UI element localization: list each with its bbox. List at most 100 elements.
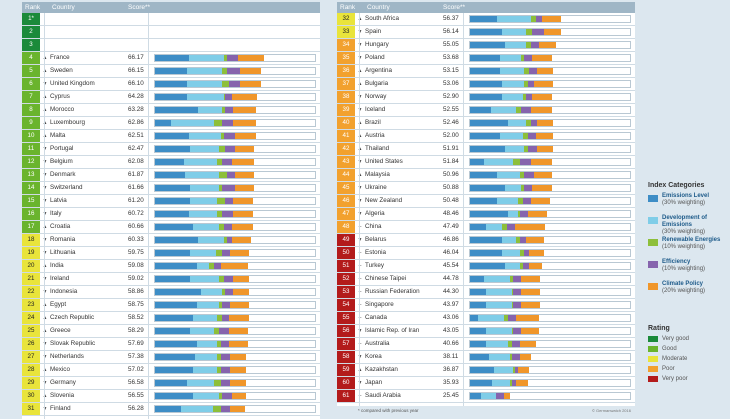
bar-segment-efficiency [225, 94, 232, 100]
bar-segment-emissions-level [155, 159, 184, 165]
rank-cell: 51 [337, 260, 355, 272]
trend-arrow-icon: ▲ [41, 91, 49, 103]
score-value: 56.14 [443, 28, 459, 35]
bar-segment-renewable [522, 94, 526, 100]
copyright: © Germanwatch 2016 [592, 408, 631, 413]
score-value: 46.04 [443, 249, 459, 256]
table-row: 20▲India 59.08 [22, 260, 320, 273]
score-value: 59.75 [128, 249, 144, 256]
country-name: Croatia [50, 223, 71, 230]
rank-cell: 27 [22, 351, 40, 363]
bar-segment-development [190, 185, 219, 191]
bar-segment-renewable [222, 107, 226, 113]
bar-segment-climate-policy [543, 29, 562, 35]
rating-items: Very good Good Moderate Poor Very poor [648, 335, 728, 385]
bar-segment-efficiency [228, 81, 240, 87]
rank-cell: 38 [337, 91, 355, 103]
bar-segment-efficiency [508, 315, 517, 321]
score-value: 46.86 [443, 236, 459, 243]
bar-segment-climate-policy [235, 133, 256, 139]
rank-cell: 41 [337, 130, 355, 142]
rank-cell: 46 [337, 195, 355, 207]
score-bar [154, 392, 316, 400]
bar-segment-renewable [522, 133, 528, 139]
score-value: 45.54 [443, 262, 459, 269]
bar-segment-emissions-level [155, 237, 199, 243]
table-row: 53– Russian Federation 44.30 [337, 286, 635, 299]
bar-segment-efficiency [225, 198, 234, 204]
rating-swatch [648, 376, 658, 382]
bar-segment-emissions-level [470, 55, 501, 61]
bar-segment-development [490, 107, 517, 113]
score-bar [154, 288, 316, 296]
bar-segment-emissions-level [155, 393, 194, 399]
bar-segment-efficiency [222, 211, 234, 217]
bar-segment-efficiency [511, 380, 517, 386]
bar-segment-emissions-level [470, 289, 486, 295]
rank-cell: 34 [337, 39, 355, 51]
bar-segment-efficiency [519, 237, 526, 243]
bar-segment-emissions-level [470, 224, 486, 230]
score-bar [469, 106, 631, 114]
table-row: 5▲Sweden 66.15 [22, 65, 320, 78]
country-name: Bulgaria [365, 80, 389, 87]
trend-arrow-icon: – [358, 263, 362, 269]
bar-segment-climate-policy [228, 341, 248, 347]
country-name: Argentina [365, 67, 392, 74]
trend-arrow-icon: ▲ [356, 169, 364, 181]
rating-label: Poor [662, 366, 675, 372]
bar-segment-renewable [519, 250, 525, 256]
bar-segment-renewable [223, 237, 227, 243]
bar-segment-development [190, 276, 219, 282]
bar-segment-development [497, 172, 520, 178]
legend-swatch [648, 239, 658, 246]
country-name: India [50, 262, 64, 269]
bar-segment-emissions-level [155, 354, 195, 360]
trend-arrow-icon: ▼ [41, 338, 49, 350]
bar-segment-emissions-level [155, 107, 199, 113]
bar-segment-development [196, 302, 219, 308]
table-row: 51– Turkey 45.54 [337, 260, 635, 273]
bar-segment-emissions-level [155, 94, 187, 100]
table-row: 44▲Malaysia 50.96 [337, 169, 635, 182]
legend-item: Efficiency (10% weighting) [648, 259, 728, 281]
rank-cell: 43 [337, 156, 355, 168]
bar-segment-development [196, 263, 210, 269]
table-row: 3 [22, 39, 320, 52]
bar-segment-development [188, 211, 218, 217]
bar-segment-climate-policy [233, 198, 253, 204]
table-row: 13▼Denmark 61.87 [22, 169, 320, 182]
score-value: 56.37 [443, 15, 459, 22]
bar-segment-climate-policy [231, 94, 258, 100]
bar-segment-renewable [513, 159, 520, 165]
score-value: 53.06 [443, 80, 459, 87]
bar-segment-efficiency [530, 120, 538, 126]
right-table-header: Rank Country Score** [337, 2, 635, 13]
bar-segment-renewable [519, 172, 525, 178]
bar-segment-renewable [518, 211, 520, 217]
trend-arrow-icon: ▼ [356, 156, 364, 168]
bar-segment-efficiency [511, 354, 520, 360]
country-name: Sweden [50, 67, 73, 74]
country-name: Mexico [50, 366, 70, 373]
bar-segment-climate-policy [521, 276, 541, 282]
bar-segment-renewable [526, 120, 531, 126]
bar-segment-renewable [503, 315, 509, 321]
bar-segment-efficiency [227, 237, 232, 243]
bar-segment-efficiency [227, 55, 239, 61]
bar-segment-climate-policy [521, 328, 539, 334]
score-bar [154, 197, 316, 205]
legend-label: Development of Emissions (30% weighting) [662, 215, 728, 236]
trend-arrow-icon: ▼ [41, 403, 49, 415]
trend-arrow-icon: ▼ [356, 52, 364, 64]
score-bar [154, 262, 316, 270]
score-value: 61.20 [128, 197, 144, 204]
rank-cell: 59 [337, 364, 355, 376]
bar-segment-renewable [511, 328, 514, 334]
score-value: 43.05 [443, 327, 459, 334]
bar-segment-renewable [510, 354, 512, 360]
bar-segment-climate-policy [534, 172, 552, 178]
rank-cell: 26 [22, 338, 40, 350]
bar-segment-emissions-level [155, 328, 191, 334]
legend-label: Efficiency (10% weighting) [662, 259, 728, 273]
